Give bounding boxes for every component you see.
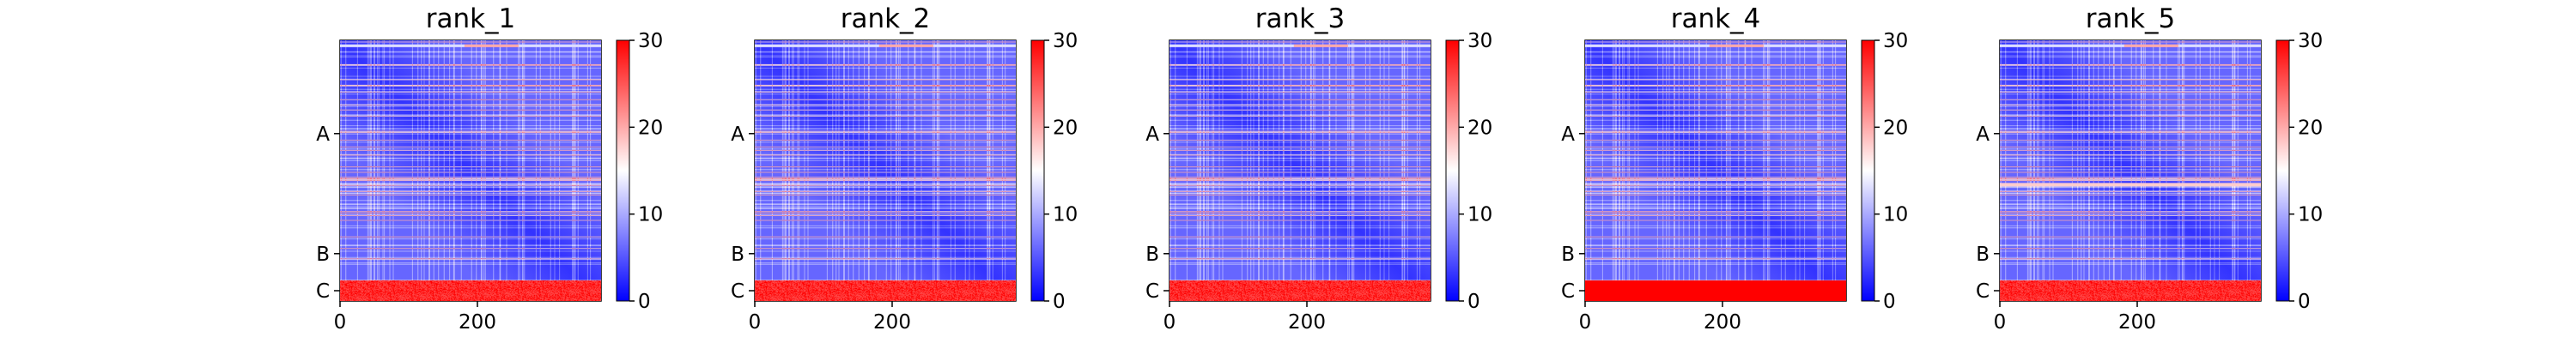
x-tick-label: 200 <box>2118 311 2156 334</box>
chart-title: rank_1 <box>426 3 516 34</box>
pae-heatmap <box>1170 40 1431 301</box>
y-tick-label: C <box>1145 280 1159 303</box>
y-tick-label: B <box>316 244 330 266</box>
pae-heatmap <box>755 40 1016 301</box>
y-tick-label: C <box>1561 280 1575 303</box>
colorbar-tick-label: 20 <box>2298 117 2323 139</box>
colorbar-tick-label: 30 <box>1467 30 1492 52</box>
colorbar-tick-label: 20 <box>638 117 663 139</box>
colorbar <box>2275 39 2290 302</box>
x-tick-label: 0 <box>334 311 347 334</box>
y-tick-label: B <box>1976 244 1990 266</box>
colorbar-tick-label: 30 <box>2298 30 2323 52</box>
colorbar-tick-label: 20 <box>1467 117 1492 139</box>
y-tick-label: C <box>316 280 330 303</box>
pae-heatmap <box>1585 40 1846 301</box>
x-tick-label: 0 <box>1163 311 1176 334</box>
y-tick-label: C <box>1976 280 1990 303</box>
colorbar <box>1445 39 1460 302</box>
colorbar-tick-label: 30 <box>638 30 663 52</box>
colorbar-tick-label: 10 <box>2298 204 2323 226</box>
x-tick-label: 200 <box>459 311 496 334</box>
colorbar <box>1861 39 1875 302</box>
pae-heatmap <box>340 40 601 301</box>
x-tick-label: 0 <box>749 311 762 334</box>
y-tick-label: C <box>731 280 744 303</box>
x-tick-label: 0 <box>1579 311 1592 334</box>
colorbar-tick-label: 0 <box>2298 291 2311 313</box>
colorbar-tick-label: 0 <box>638 291 651 313</box>
chart-title: rank_3 <box>1255 3 1346 34</box>
y-tick-label: B <box>1561 244 1575 266</box>
colorbar-tick-label: 20 <box>1883 117 1908 139</box>
colorbar-tick-label: 30 <box>1053 30 1078 52</box>
colorbar-tick-label: 0 <box>1053 291 1066 313</box>
colorbar-tick-label: 0 <box>1467 291 1480 313</box>
colorbar-tick-label: 0 <box>1883 291 1896 313</box>
colorbar-tick-label: 10 <box>638 204 663 226</box>
chart-title: rank_4 <box>1671 3 1761 34</box>
y-tick-label: A <box>731 123 744 146</box>
x-tick-label: 200 <box>873 311 911 334</box>
y-tick-label: A <box>316 123 330 146</box>
pae-heatmap <box>2000 40 2261 301</box>
colorbar-tick-label: 20 <box>1053 117 1078 139</box>
colorbar-tick-label: 10 <box>1883 204 1908 226</box>
y-tick-label: A <box>1145 123 1159 146</box>
colorbar-tick-label: 30 <box>1883 30 1908 52</box>
x-tick-label: 200 <box>1288 311 1326 334</box>
colorbar <box>1030 39 1045 302</box>
chart-title: rank_5 <box>2086 3 2176 34</box>
colorbar <box>616 39 630 302</box>
colorbar-tick-label: 10 <box>1467 204 1492 226</box>
y-tick-label: B <box>1145 244 1159 266</box>
x-tick-label: 200 <box>1704 311 1741 334</box>
x-tick-label: 0 <box>1994 311 2007 334</box>
chart-title: rank_2 <box>841 3 931 34</box>
colorbar-tick-label: 10 <box>1053 204 1078 226</box>
y-tick-label: B <box>731 244 744 266</box>
y-tick-label: A <box>1561 123 1575 146</box>
y-tick-label: A <box>1976 123 1990 146</box>
